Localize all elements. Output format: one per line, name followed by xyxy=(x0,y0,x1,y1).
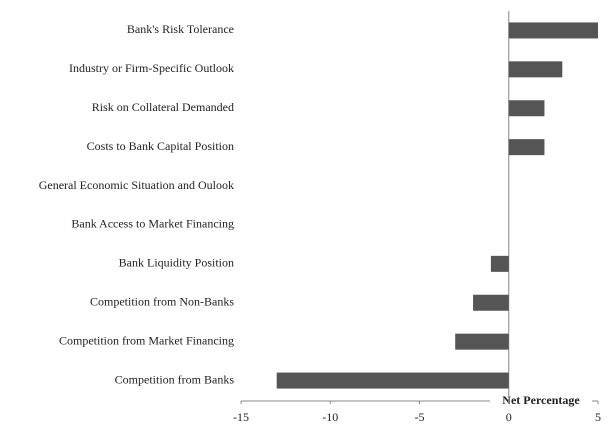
y-tick-label: Bank's Risk Tolerance xyxy=(127,22,234,36)
y-tick-label: Bank Liquidity Position xyxy=(119,256,234,270)
x-tick-label: -5 xyxy=(415,410,425,424)
bar xyxy=(508,139,545,156)
y-tick-label: Competition from Non-Banks xyxy=(90,295,234,309)
x-tick-label: 0 xyxy=(506,410,512,424)
y-tick-label: Risk on Collateral Demanded xyxy=(92,100,234,114)
bar xyxy=(473,294,509,311)
bar xyxy=(490,255,509,272)
x-tick-label: -10 xyxy=(322,410,338,424)
y-tick-label: General Economic Situation and Oulook xyxy=(39,178,234,192)
bar xyxy=(508,22,598,39)
bar xyxy=(455,333,509,350)
x-axis-label: Net Percentage xyxy=(502,393,580,407)
bar xyxy=(508,61,563,78)
bar xyxy=(508,100,545,117)
y-tick-label: Competition from Banks xyxy=(115,372,235,386)
y-tick-label: Bank Access to Market Financing xyxy=(71,217,234,231)
y-tick-label: Competition from Market Financing xyxy=(59,333,234,347)
y-tick-label: Industry or Firm-Specific Outlook xyxy=(69,61,234,75)
x-tick-label: -15 xyxy=(233,410,249,424)
bar xyxy=(276,372,509,389)
x-tick-label: 5 xyxy=(595,410,601,424)
y-tick-label: Costs to Bank Capital Position xyxy=(87,139,234,153)
